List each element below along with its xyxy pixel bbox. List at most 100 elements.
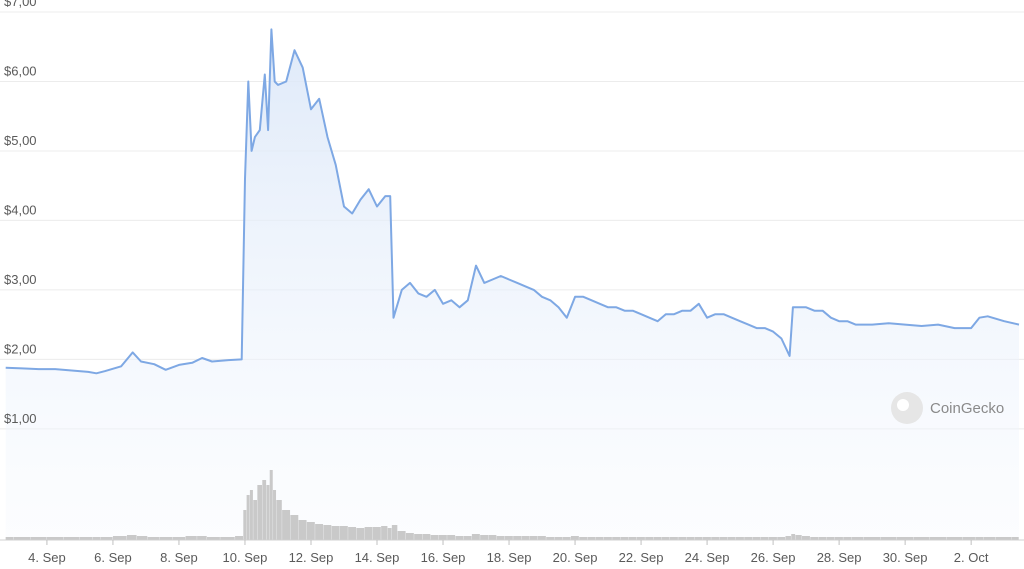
volume-bar <box>488 535 497 540</box>
volume-bar <box>496 536 505 540</box>
volume-bar <box>372 527 381 540</box>
volume-bar <box>595 537 604 540</box>
volume-bar <box>126 535 137 540</box>
volume-bar <box>381 526 388 540</box>
volume-bar <box>364 527 373 540</box>
volume-bar <box>636 537 645 540</box>
volume-bar <box>172 537 186 540</box>
volume-bar <box>220 537 235 540</box>
volume-bar <box>339 526 348 540</box>
volume-bar <box>653 537 662 540</box>
volume-bar <box>826 537 835 540</box>
volume-bar <box>801 536 810 540</box>
volume-bar <box>112 536 127 540</box>
volume-bar <box>246 495 250 540</box>
volume-bar <box>686 537 695 540</box>
volume-bar <box>785 536 791 540</box>
volume-bar <box>249 490 253 540</box>
volume-bar <box>768 537 777 540</box>
volume-bar <box>276 500 282 540</box>
volume-bar <box>5 537 14 540</box>
volume-bar <box>620 537 629 540</box>
volume-bar <box>678 537 687 540</box>
volume-bar <box>430 535 439 540</box>
volume-bar <box>529 536 538 540</box>
volume-bar <box>810 537 819 540</box>
volume-bar <box>266 485 270 540</box>
x-tick-label: 22. Sep <box>619 550 664 565</box>
volume-bar <box>694 537 703 540</box>
volume-bar <box>645 537 654 540</box>
volume-bar <box>348 527 357 540</box>
volume-bar <box>414 534 423 540</box>
volume-bar <box>521 536 530 540</box>
volume-bar <box>791 534 796 540</box>
volume-bar <box>579 537 588 540</box>
volume-bar <box>79 537 93 540</box>
volume-bar <box>290 515 299 540</box>
x-tick-label: 10. Sep <box>223 550 268 565</box>
volume-bar <box>471 534 480 540</box>
volume-bar <box>735 537 744 540</box>
volume-bar <box>983 537 996 540</box>
volume-bar <box>387 528 392 540</box>
volume-bar <box>100 537 113 540</box>
x-tick-label: 24. Sep <box>685 550 730 565</box>
volume-bar <box>603 537 612 540</box>
y-tick-label: $4,00 <box>4 202 37 217</box>
y-tick-label: $5,00 <box>4 133 37 148</box>
volume-bar <box>207 537 220 540</box>
volume-bar <box>257 485 262 540</box>
area-fill <box>5 29 1020 541</box>
volume-bar <box>975 537 984 540</box>
volume-bar <box>159 537 173 540</box>
volume-bar <box>818 537 827 540</box>
volume-bar <box>628 537 637 540</box>
volume-bar <box>405 533 414 540</box>
volume-bar <box>253 500 258 540</box>
x-tick-label: 12. Sep <box>289 550 334 565</box>
volume-bar <box>513 536 522 540</box>
volume-bar <box>136 536 148 540</box>
volume-bar <box>463 536 472 540</box>
volume-bar <box>669 537 678 540</box>
volume-bar <box>863 537 881 540</box>
volume-bar <box>46 537 64 540</box>
volume-bar <box>744 537 753 540</box>
volume-bar <box>719 537 728 540</box>
y-tick-label: $3,00 <box>4 272 37 287</box>
volume-bar <box>896 537 914 540</box>
x-tick-label: 6. Sep <box>94 550 132 565</box>
volume-bar <box>391 525 398 540</box>
volume-bar <box>702 537 711 540</box>
x-tick-label: 16. Sep <box>421 550 466 565</box>
volume-bar <box>1011 537 1019 540</box>
volume-bar <box>298 520 307 540</box>
volume-bar <box>727 537 736 540</box>
volume-bar <box>356 528 365 540</box>
volume-bar <box>554 537 563 540</box>
volume-bar <box>422 534 431 540</box>
volume-bar <box>570 536 579 540</box>
volume-bar <box>795 535 802 540</box>
volume-bar <box>962 537 975 540</box>
volume-bar <box>243 510 247 540</box>
volume-bar <box>834 537 843 540</box>
volume-bar <box>661 537 670 540</box>
price-line <box>5 28 1020 375</box>
volume-bar <box>537 536 546 540</box>
y-tick-label: $1,00 <box>4 411 37 426</box>
volume-bar <box>147 537 160 540</box>
volume-bar <box>995 537 1012 540</box>
watermark-text: CoinGecko <box>930 400 1004 417</box>
volume-bar <box>30 537 47 540</box>
x-tick-label: 8. Sep <box>160 550 198 565</box>
volume-bar <box>273 490 277 540</box>
volume-bar <box>480 535 489 540</box>
volume-bar <box>269 470 273 540</box>
volume-bar <box>546 537 555 540</box>
x-tick-label: 18. Sep <box>487 550 532 565</box>
x-tick-label: 20. Sep <box>553 550 598 565</box>
volume-bar <box>282 510 291 540</box>
volume-bar <box>306 522 315 540</box>
